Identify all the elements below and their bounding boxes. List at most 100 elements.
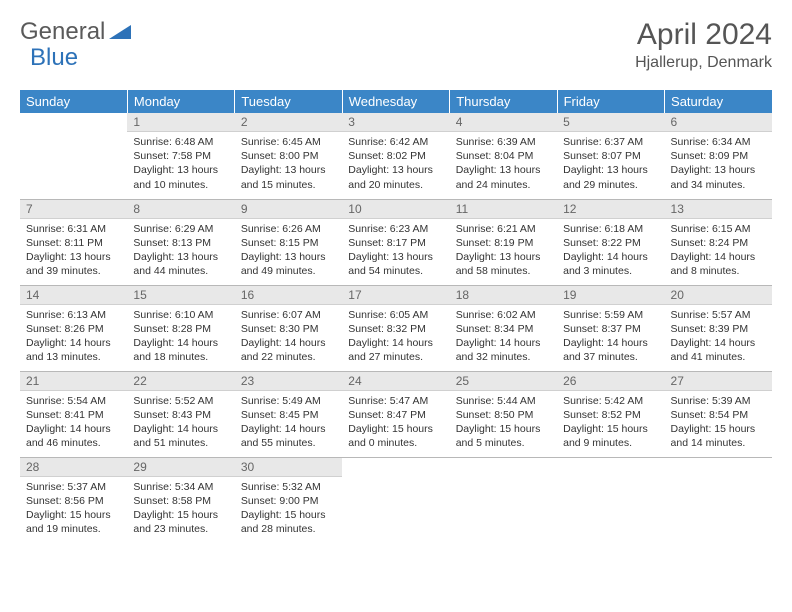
- daylight-line: Daylight: 14 hours and 55 minutes.: [241, 422, 336, 450]
- day-details: Sunrise: 6:07 AMSunset: 8:30 PMDaylight:…: [235, 305, 342, 369]
- sunrise-line: Sunrise: 5:32 AM: [241, 480, 336, 494]
- sunset-line: Sunset: 8:13 PM: [133, 236, 228, 250]
- daylight-line: Daylight: 15 hours and 14 minutes.: [671, 422, 766, 450]
- weekday-header: Tuesday: [235, 90, 342, 113]
- day-number: 12: [557, 200, 664, 219]
- day-details: Sunrise: 6:45 AMSunset: 8:00 PMDaylight:…: [235, 132, 342, 196]
- daylight-line: Daylight: 15 hours and 28 minutes.: [241, 508, 336, 536]
- day-details: Sunrise: 6:21 AMSunset: 8:19 PMDaylight:…: [450, 219, 557, 283]
- sunset-line: Sunset: 8:47 PM: [348, 408, 443, 422]
- sunset-line: Sunset: 8:32 PM: [348, 322, 443, 336]
- sunrise-line: Sunrise: 5:59 AM: [563, 308, 658, 322]
- sunrise-line: Sunrise: 5:37 AM: [26, 480, 121, 494]
- daylight-line: Daylight: 13 hours and 49 minutes.: [241, 250, 336, 278]
- sunset-line: Sunset: 8:26 PM: [26, 322, 121, 336]
- calendar-empty-cell: [557, 457, 664, 543]
- daylight-line: Daylight: 15 hours and 23 minutes.: [133, 508, 228, 536]
- day-number: 19: [557, 286, 664, 305]
- logo: General: [20, 18, 131, 46]
- sunrise-line: Sunrise: 5:47 AM: [348, 394, 443, 408]
- day-details: Sunrise: 5:44 AMSunset: 8:50 PMDaylight:…: [450, 391, 557, 455]
- daylight-line: Daylight: 14 hours and 41 minutes.: [671, 336, 766, 364]
- daylight-line: Daylight: 13 hours and 24 minutes.: [456, 163, 551, 191]
- sunset-line: Sunset: 8:37 PM: [563, 322, 658, 336]
- calendar-day-cell: 4Sunrise: 6:39 AMSunset: 8:04 PMDaylight…: [450, 113, 557, 199]
- sunset-line: Sunset: 8:00 PM: [241, 149, 336, 163]
- calendar-day-cell: 16Sunrise: 6:07 AMSunset: 8:30 PMDayligh…: [235, 285, 342, 371]
- day-details: Sunrise: 5:47 AMSunset: 8:47 PMDaylight:…: [342, 391, 449, 455]
- sunset-line: Sunset: 8:15 PM: [241, 236, 336, 250]
- daylight-line: Daylight: 13 hours and 20 minutes.: [348, 163, 443, 191]
- day-number: 8: [127, 200, 234, 219]
- calendar-day-cell: 12Sunrise: 6:18 AMSunset: 8:22 PMDayligh…: [557, 199, 664, 285]
- day-details: Sunrise: 6:15 AMSunset: 8:24 PMDaylight:…: [665, 219, 772, 283]
- day-number: 2: [235, 113, 342, 132]
- day-details: Sunrise: 6:18 AMSunset: 8:22 PMDaylight:…: [557, 219, 664, 283]
- daylight-line: Daylight: 13 hours and 39 minutes.: [26, 250, 121, 278]
- sunrise-line: Sunrise: 5:52 AM: [133, 394, 228, 408]
- weekday-header-row: SundayMondayTuesdayWednesdayThursdayFrid…: [20, 90, 772, 113]
- day-details: Sunrise: 6:10 AMSunset: 8:28 PMDaylight:…: [127, 305, 234, 369]
- sunrise-line: Sunrise: 6:31 AM: [26, 222, 121, 236]
- day-details: Sunrise: 6:13 AMSunset: 8:26 PMDaylight:…: [20, 305, 127, 369]
- daylight-line: Daylight: 13 hours and 15 minutes.: [241, 163, 336, 191]
- calendar-week-row: 14Sunrise: 6:13 AMSunset: 8:26 PMDayligh…: [20, 285, 772, 371]
- calendar-day-cell: 29Sunrise: 5:34 AMSunset: 8:58 PMDayligh…: [127, 457, 234, 543]
- sunrise-line: Sunrise: 6:29 AM: [133, 222, 228, 236]
- calendar-empty-cell: [450, 457, 557, 543]
- daylight-line: Daylight: 15 hours and 0 minutes.: [348, 422, 443, 450]
- weekday-header: Sunday: [20, 90, 127, 113]
- calendar-day-cell: 3Sunrise: 6:42 AMSunset: 8:02 PMDaylight…: [342, 113, 449, 199]
- calendar-week-row: 7Sunrise: 6:31 AMSunset: 8:11 PMDaylight…: [20, 199, 772, 285]
- daylight-line: Daylight: 14 hours and 27 minutes.: [348, 336, 443, 364]
- day-number: 17: [342, 286, 449, 305]
- daylight-line: Daylight: 13 hours and 10 minutes.: [133, 163, 228, 191]
- daylight-line: Daylight: 14 hours and 3 minutes.: [563, 250, 658, 278]
- sunset-line: Sunset: 8:07 PM: [563, 149, 658, 163]
- calendar-empty-cell: [665, 457, 772, 543]
- sunset-line: Sunset: 8:28 PM: [133, 322, 228, 336]
- day-number: 4: [450, 113, 557, 132]
- daylight-line: Daylight: 13 hours and 44 minutes.: [133, 250, 228, 278]
- day-number: 15: [127, 286, 234, 305]
- calendar-day-cell: 8 Sunrise: 6:29 AMSunset: 8:13 PMDaylight…: [127, 199, 234, 285]
- daylight-line: Daylight: 14 hours and 37 minutes.: [563, 336, 658, 364]
- calendar-day-cell: 7Sunrise: 6:31 AMSunset: 8:11 PMDaylight…: [20, 199, 127, 285]
- daylight-line: Daylight: 14 hours and 13 minutes.: [26, 336, 121, 364]
- calendar-day-cell: 18Sunrise: 6:02 AMSunset: 8:34 PMDayligh…: [450, 285, 557, 371]
- sunset-line: Sunset: 8:56 PM: [26, 494, 121, 508]
- logo-triangle-icon: [109, 18, 131, 46]
- calendar-week-row: 1Sunrise: 6:48 AMSunset: 7:58 PMDaylight…: [20, 113, 772, 199]
- day-number: 14: [20, 286, 127, 305]
- sunset-line: Sunset: 8:58 PM: [133, 494, 228, 508]
- sunset-line: Sunset: 9:00 PM: [241, 494, 336, 508]
- weekday-header: Wednesday: [342, 90, 449, 113]
- calendar-day-cell: 14Sunrise: 6:13 AMSunset: 8:26 PMDayligh…: [20, 285, 127, 371]
- calendar-day-cell: 17Sunrise: 6:05 AMSunset: 8:32 PMDayligh…: [342, 285, 449, 371]
- day-number: 28: [20, 458, 127, 477]
- sunrise-line: Sunrise: 6:45 AM: [241, 135, 336, 149]
- day-number: 24: [342, 372, 449, 391]
- sunrise-line: Sunrise: 5:49 AM: [241, 394, 336, 408]
- day-details: Sunrise: 5:34 AMSunset: 8:58 PMDaylight:…: [127, 477, 234, 541]
- daylight-line: Daylight: 15 hours and 9 minutes.: [563, 422, 658, 450]
- day-details: Sunrise: 6:31 AMSunset: 8:11 PMDaylight:…: [20, 219, 127, 283]
- calendar-day-cell: 21Sunrise: 5:54 AMSunset: 8:41 PMDayligh…: [20, 371, 127, 457]
- day-details: Sunrise: 6:39 AMSunset: 8:04 PMDaylight:…: [450, 132, 557, 196]
- daylight-line: Daylight: 14 hours and 22 minutes.: [241, 336, 336, 364]
- day-number: 21: [20, 372, 127, 391]
- day-details: Sunrise: 5:39 AMSunset: 8:54 PMDaylight:…: [665, 391, 772, 455]
- calendar-day-cell: 20Sunrise: 5:57 AMSunset: 8:39 PMDayligh…: [665, 285, 772, 371]
- day-details: Sunrise: 5:54 AMSunset: 8:41 PMDaylight:…: [20, 391, 127, 455]
- calendar-day-cell: 22Sunrise: 5:52 AMSunset: 8:43 PMDayligh…: [127, 371, 234, 457]
- day-number: 25: [450, 372, 557, 391]
- sunset-line: Sunset: 8:54 PM: [671, 408, 766, 422]
- sunset-line: Sunset: 8:41 PM: [26, 408, 121, 422]
- day-details: Sunrise: 5:59 AMSunset: 8:37 PMDaylight:…: [557, 305, 664, 369]
- day-number: 11: [450, 200, 557, 219]
- sunrise-line: Sunrise: 6:18 AM: [563, 222, 658, 236]
- calendar-day-cell: 10Sunrise: 6:23 AMSunset: 8:17 PMDayligh…: [342, 199, 449, 285]
- day-details: Sunrise: 6:34 AMSunset: 8:09 PMDaylight:…: [665, 132, 772, 196]
- calendar-empty-cell: [20, 113, 127, 199]
- sunset-line: Sunset: 8:11 PM: [26, 236, 121, 250]
